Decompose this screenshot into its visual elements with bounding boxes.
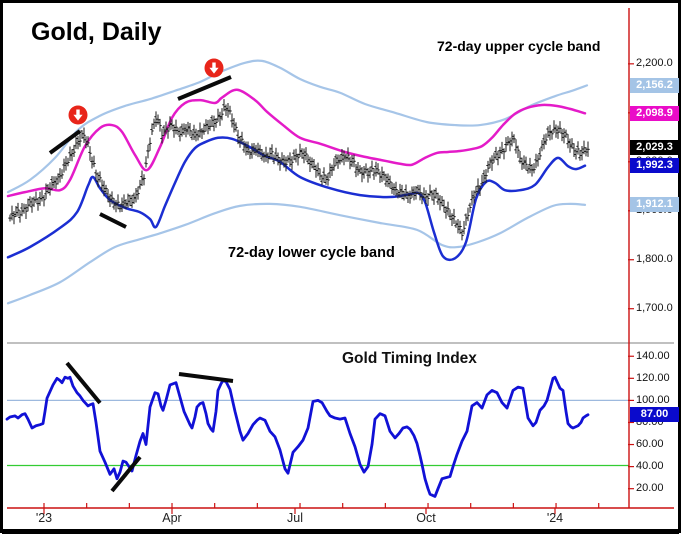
down-arrow-glyph: [209, 62, 219, 74]
price-tick-label: 1,800.0: [636, 253, 673, 266]
lower-outer-band: [6, 202, 587, 305]
x-axis-label: Oct: [416, 511, 436, 525]
x-axis-label: Jul: [287, 511, 303, 525]
price-badge: 1,912.1: [630, 197, 679, 213]
upper-outer-band: [6, 59, 589, 194]
trendline-annotation: [178, 372, 234, 383]
trendline-annotation: [177, 75, 232, 101]
timing-value-badge: 87.00: [630, 407, 679, 423]
timing-index-label: Gold Timing Index: [342, 350, 477, 367]
trendline-annotation: [65, 361, 102, 405]
down-arrow-glyph: [73, 109, 83, 121]
price-tick-label: 2,200.0: [636, 57, 673, 70]
timing-tick-label: 120.00: [636, 371, 670, 384]
timing-tick-label: 60.00: [636, 438, 664, 451]
x-axis-label: '24: [546, 511, 564, 525]
price-badge: 1,992.3: [630, 158, 679, 174]
x-axis-label: Apr: [162, 511, 182, 525]
price-badge: 2,029.3: [630, 139, 679, 155]
price-badge: 2,098.9: [630, 105, 679, 121]
timing-tick-label: 40.00: [636, 460, 664, 473]
timing-tick-label: 140.00: [636, 349, 670, 362]
upper-72day-cycle-band: [6, 88, 587, 198]
lower-72day-cycle-band: [6, 136, 587, 262]
lower-cycle-band-label: 72-day lower cycle band: [228, 245, 395, 261]
chart-title: Gold, Daily: [31, 18, 162, 46]
trendline-annotation: [48, 129, 82, 155]
upper-cycle-band-label: 72-day upper cycle band: [437, 38, 601, 54]
price-tick-label: 1,700.0: [636, 302, 673, 315]
timing-tick-label: 100.00: [636, 393, 670, 406]
timing-tick-label: 20.00: [636, 482, 664, 495]
price-badge: 2,156.2: [630, 77, 679, 93]
gold-timing-index-line: [5, 375, 590, 498]
x-axis-label: '23: [35, 511, 53, 525]
trendline-annotation: [99, 212, 127, 229]
trendline-annotation: [110, 455, 142, 493]
